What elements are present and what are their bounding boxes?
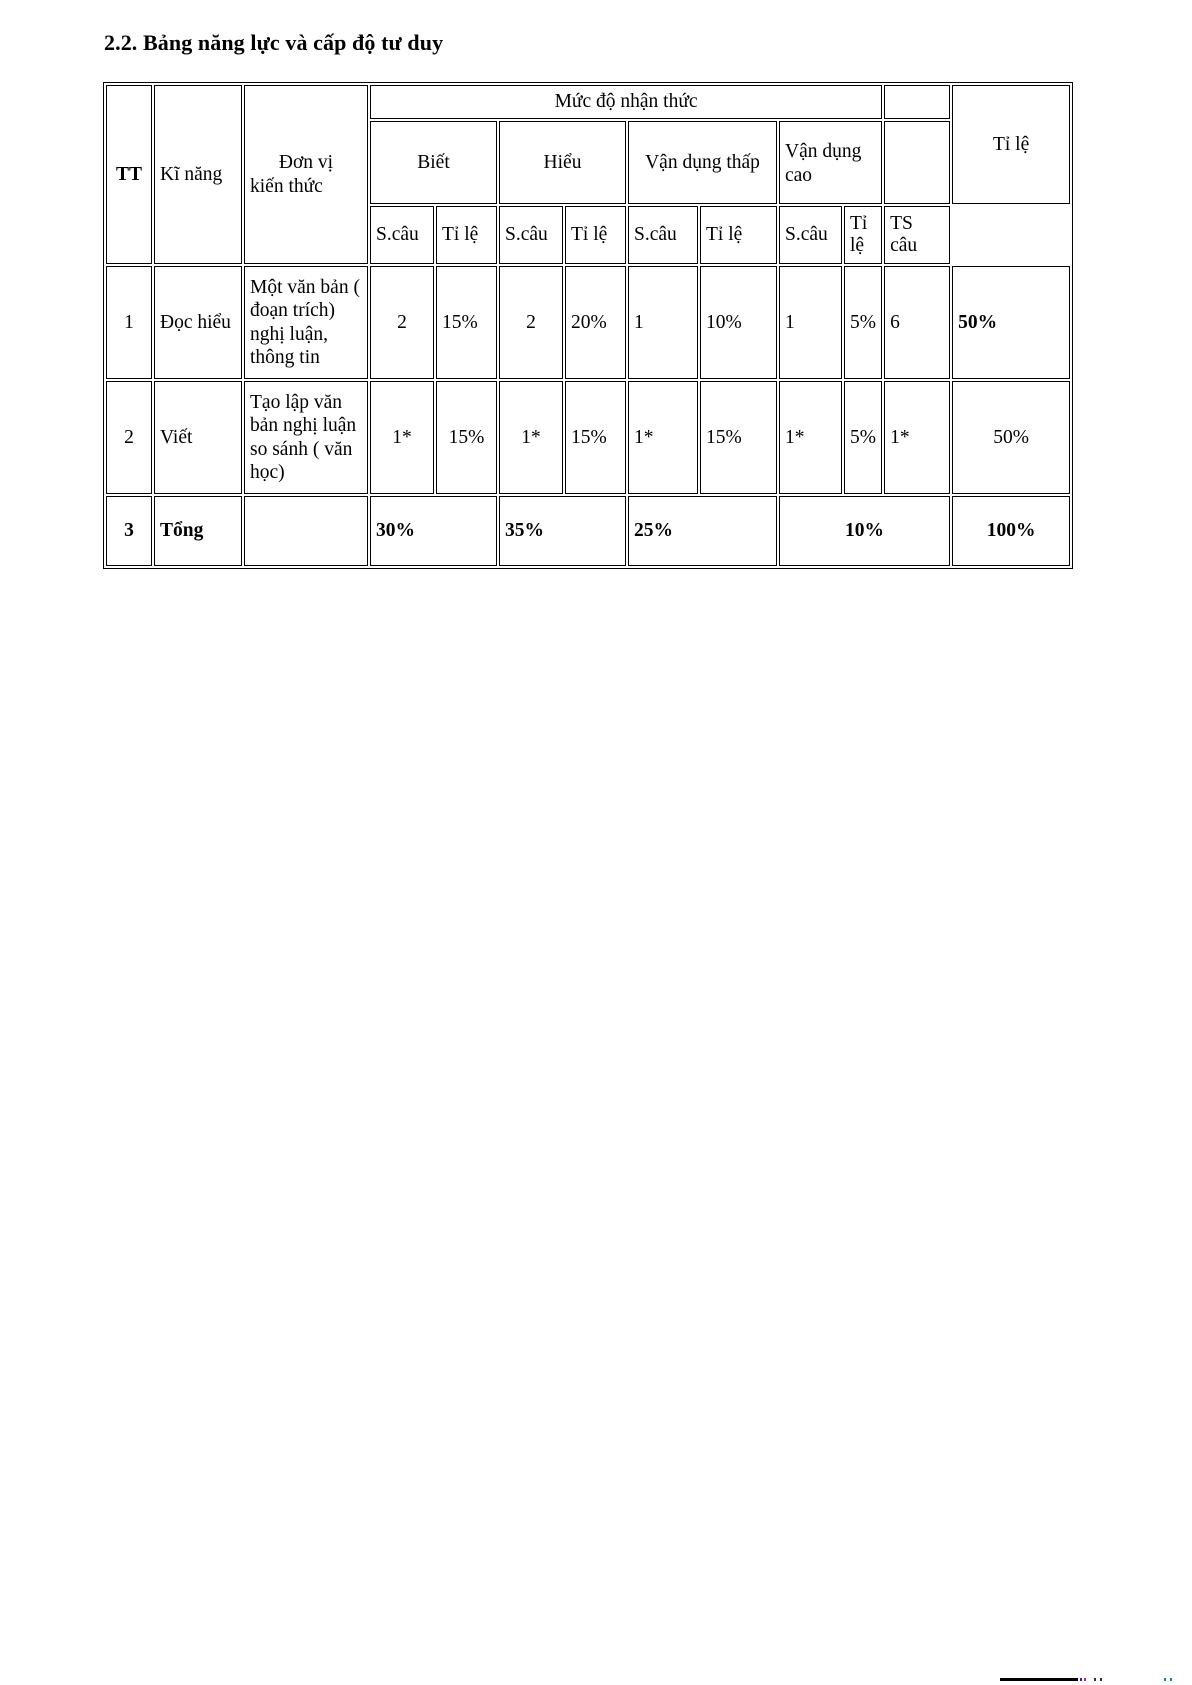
header-knowledge-unit: Đơn vị kiến thức: [244, 85, 368, 264]
total-van-dung-thap: 25%: [628, 496, 777, 566]
row2-knowledge-unit: Tạo lập văn bản nghị luận so sánh ( văn …: [244, 381, 368, 494]
header-sub-scau-vdt: S.câu: [628, 206, 698, 264]
competency-matrix-table: TT Kĩ năng Đơn vị kiến thức Mức độ nhận …: [102, 82, 1074, 569]
table-header-row-1: TT Kĩ năng Đơn vị kiến thức Mức độ nhận …: [106, 85, 1071, 264]
row2-vdc-scau: 1*: [779, 381, 842, 494]
row2-skill: Viết: [154, 381, 242, 494]
row2-vdt-scau: 1*: [628, 381, 698, 494]
total-biet: 30%: [370, 496, 497, 566]
row1-vdt-tile: 10%: [700, 266, 777, 379]
header-skill: Kĩ năng: [154, 85, 242, 264]
header-sub-ts-cau: TS câu: [884, 206, 951, 264]
header-sub-scau-vdc: S.câu: [779, 206, 842, 264]
row2-hieu-scau: 1*: [499, 381, 563, 494]
row2-biet-tile: 15%: [436, 381, 497, 494]
row1-vdc-tile: 5%: [844, 266, 883, 379]
table-row: 2 Viết Tạo lập văn bản nghị luận so sánh…: [106, 381, 1071, 494]
row1-vdt-scau: 1: [628, 266, 698, 379]
table-total-row: 3 Tổng 30% 35% 25% 10% 100%: [106, 496, 1071, 566]
page-bottom-dots: [1080, 1678, 1180, 1681]
total-label: Tổng: [154, 496, 242, 566]
competency-matrix-table-container: TT Kĩ năng Đơn vị kiến thức Mức độ nhận …: [102, 82, 1074, 569]
header-sub-scau-biet: S.câu: [370, 206, 434, 264]
header-level-biet: Biết: [370, 121, 497, 204]
table-header-row-2: Biết Hiểu Vận dụng thấp Vận dụng cao: [106, 121, 1070, 204]
header-level-van-dung-cao: Vận dụng cao: [779, 121, 883, 204]
header-sub-tile-biet: Tỉ lệ: [436, 206, 497, 264]
row2-vdt-tile: 15%: [700, 381, 777, 494]
total-knowledge-unit: [244, 496, 368, 566]
header-sub-tile-hieu: Tỉ lệ: [565, 206, 626, 264]
row2-biet-scau: 1*: [370, 381, 434, 494]
header-total-ratio: Tỉ lệ: [952, 85, 1071, 204]
row2-ts-cau: 1*: [884, 381, 951, 494]
row1-knowledge-unit: Một văn bản ( đoạn trích) nghị luận, thô…: [244, 266, 368, 379]
total-ti-le: 100%: [952, 496, 1071, 566]
header-level-hieu: Hiểu: [499, 121, 626, 204]
total-hieu: 35%: [499, 496, 626, 566]
header-spacer-tscau: [884, 85, 951, 119]
table-row: 1 Đọc hiểu Một văn bản ( đoạn trích) ngh…: [106, 266, 1071, 379]
row1-biet-tile: 15%: [436, 266, 497, 379]
header-awareness-level: Mức độ nhận thức: [370, 85, 883, 119]
page-bottom-artifact: [1000, 1678, 1078, 1681]
row2-tt: 2: [106, 381, 152, 494]
row1-hieu-tile: 20%: [565, 266, 626, 379]
total-van-dung-cao: 10%: [779, 496, 951, 566]
row1-skill: Đọc hiểu: [154, 266, 242, 379]
row1-tt: 1: [106, 266, 152, 379]
header-knowledge-unit-line1: Đơn vị: [278, 151, 334, 173]
row1-vdc-scau: 1: [779, 266, 842, 379]
header-sub-tile-vdt: Tỉ lệ: [700, 206, 777, 264]
header-sub-tile-vdc: Tỉ lệ: [844, 206, 883, 264]
row2-hieu-tile: 15%: [565, 381, 626, 494]
header-spacer-tscau-2: [884, 121, 951, 204]
row1-ti-le: 50%: [952, 266, 1071, 379]
header-knowledge-unit-line2: kiến thức: [250, 175, 323, 197]
table-header-row-3: S.câu Tỉ lệ S.câu Tỉ lệ S.câu Tỉ lệ S.câ…: [106, 206, 1070, 264]
row1-biet-scau: 2: [370, 266, 434, 379]
row1-hieu-scau: 2: [499, 266, 563, 379]
row2-vdc-tile: 5%: [844, 381, 883, 494]
header-sub-scau-hieu: S.câu: [499, 206, 563, 264]
header-tt: TT: [106, 85, 152, 264]
header-level-van-dung-thap: Vận dụng thấp: [628, 121, 777, 204]
page-title: 2.2. Bảng năng lực và cấp độ tư duy: [104, 30, 444, 55]
row2-ti-le: 50%: [952, 381, 1071, 494]
row1-ts-cau: 6: [884, 266, 951, 379]
total-tt: 3: [106, 496, 152, 566]
